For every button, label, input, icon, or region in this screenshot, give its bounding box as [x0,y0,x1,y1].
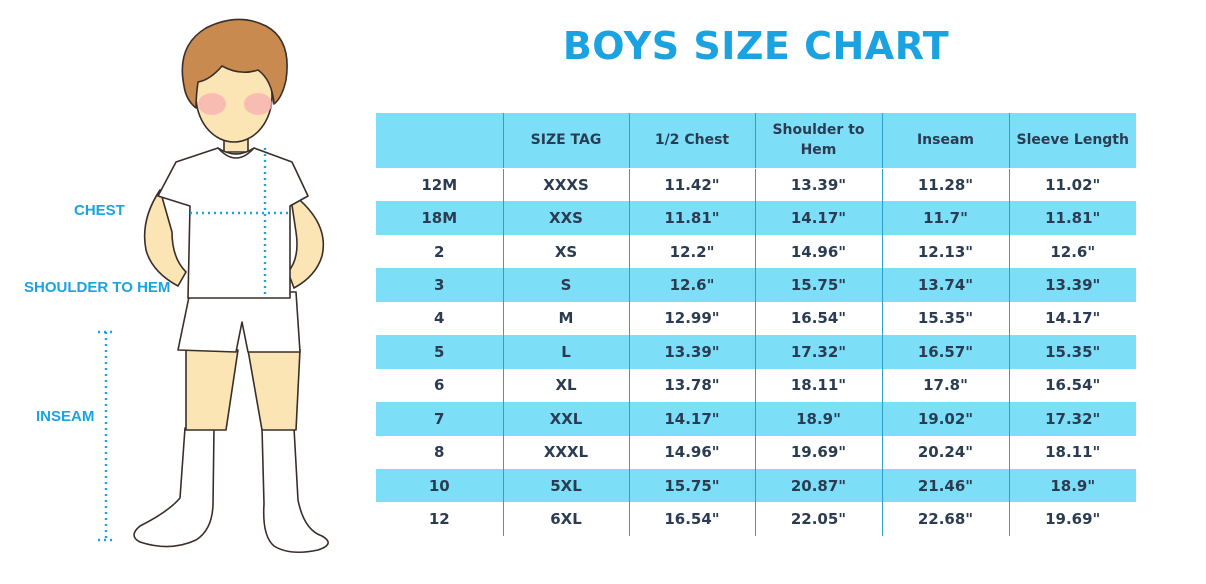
cell-half-chest: 14.17" [628,402,755,436]
cell-inseam: 20.24" [881,435,1009,469]
header-sleeve-length: Sleeve Length [1008,113,1136,169]
table-row: 12 6XL 16.54" 22.05" 22.68" 19.69" [376,502,1136,536]
cell-inseam: 11.28" [881,168,1009,202]
cell-half-chest: 16.54" [628,502,755,536]
cell-age: 6 [434,376,445,395]
header-half-chest: 1/2 Chest [628,113,755,169]
cell-size-tag: M [502,301,629,336]
table-row: 3 S 12.6" 15.75" 13.74" 13.39" [376,268,1136,302]
cell-sleeve-length: 19.69" [1008,502,1136,536]
cell-inseam: 22.68" [881,502,1009,536]
cell-age: 8 [434,443,445,462]
cell-sleeve-length: 14.17" [1008,301,1136,336]
cell-age: 12M [421,175,458,194]
shorts [177,291,301,353]
cell-inseam: 19.02" [881,402,1009,436]
table-row: 7 XXL 14.17" 18.9" 19.02" 17.32" [376,402,1136,436]
cell-inseam: 16.57" [881,335,1009,369]
cell-half-chest: 13.78" [628,368,755,403]
cell-size-tag: XXXL [502,435,629,469]
cell-age: 4 [434,309,445,328]
cell-age: 18M [421,209,458,228]
cell-sleeve-length: 18.9" [1008,468,1136,503]
shoulder-to-hem-label: SHOULDER TO HEM [24,279,171,296]
boy-illustration [98,18,329,554]
cell-sleeve-length: 16.54" [1008,368,1136,403]
left-leg [185,349,239,431]
cell-age: 12 [428,510,450,529]
table-row: 6 XL 13.78" 18.11" 17.8" 16.54" [376,368,1136,403]
cell-age: 2 [434,242,445,261]
header-inseam: Inseam [881,113,1009,169]
header-shoulder-to-hem: Shoulder to Hem [754,113,882,169]
table-row: 12M XXXS 11.42" 13.39" 11.28" 11.02" [376,168,1136,202]
right-sock [261,427,329,554]
cell-inseam: 21.46" [881,468,1009,503]
table-header-row: SIZE TAG 1/2 Chest Shoulder to Hem Insea… [376,113,1136,169]
left-arm [143,189,187,287]
cell-inseam: 13.74" [881,268,1009,302]
hair [181,18,288,109]
cell-shoulder-to-hem: 14.96" [754,234,882,269]
cell-size-tag: XS [502,234,629,269]
cell-size-tag: XXS [502,201,629,235]
table-row: 8 XXXL 14.96" 19.69" 20.24" 18.11" [376,435,1136,469]
cell-size-tag: S [502,268,629,302]
cell-size-tag: 6XL [502,502,629,536]
cell-half-chest: 11.42" [628,168,755,202]
cell-half-chest: 12.99" [628,301,755,336]
right-arm [287,191,324,289]
cell-shoulder-to-hem: 17.32" [754,335,882,369]
cell-inseam: 12.13" [881,234,1009,269]
cell-inseam: 17.8" [881,368,1009,403]
cell-sleeve-length: 18.11" [1008,435,1136,469]
cell-size-tag: L [502,335,629,369]
header-age [376,113,503,169]
cell-half-chest: 15.75" [628,468,755,503]
cell-size-tag: XXXS [502,168,629,202]
cell-half-chest: 13.39" [628,335,755,369]
chest-label: CHEST [74,202,125,219]
table-row: 2 XS 12.2" 14.96" 12.13" 12.6" [376,234,1136,269]
cell-age: 3 [434,276,445,295]
cell-shoulder-to-hem: 13.39" [754,168,882,202]
cell-size-tag: XXL [502,402,629,436]
cell-shoulder-to-hem: 19.69" [754,435,882,469]
cell-half-chest: 14.96" [628,435,755,469]
cell-shoulder-to-hem: 15.75" [754,268,882,302]
cell-sleeve-length: 11.81" [1008,201,1136,235]
cell-sleeve-length: 11.02" [1008,168,1136,202]
page-title: BOYS SIZE CHART [562,24,950,68]
size-table: SIZE TAG 1/2 Chest Shoulder to Hem Insea… [376,113,1136,536]
cell-inseam: 15.35" [881,301,1009,336]
cell-age: 7 [434,409,445,428]
cell-shoulder-to-hem: 18.11" [754,368,882,403]
cell-size-tag: XL [502,368,629,403]
left-sock [133,427,215,548]
table-row: 18M XXS 11.81" 14.17" 11.7" 11.81" [376,201,1136,235]
cell-sleeve-length: 17.32" [1008,402,1136,436]
right-leg [247,349,301,431]
cell-half-chest: 12.2" [628,234,755,269]
cell-shoulder-to-hem: 20.87" [754,468,882,503]
cell-sleeve-length: 15.35" [1008,335,1136,369]
cell-shoulder-to-hem: 18.9" [754,402,882,436]
cell-shoulder-to-hem: 14.17" [754,201,882,235]
cell-inseam: 11.7" [881,201,1009,235]
cell-shoulder-to-hem: 22.05" [754,502,882,536]
cell-age: 5 [434,342,445,361]
table-row: 5 L 13.39" 17.32" 16.57" 15.35" [376,335,1136,369]
cell-sleeve-length: 13.39" [1008,268,1136,302]
cell-age: 10 [428,476,450,495]
header-size-tag: SIZE TAG [502,113,629,169]
cell-half-chest: 12.6" [628,268,755,302]
cell-shoulder-to-hem: 16.54" [754,301,882,336]
cell-sleeve-length: 12.6" [1008,234,1136,269]
table-row: 10 5XL 15.75" 20.87" 21.46" 18.9" [376,468,1136,503]
cell-size-tag: 5XL [502,468,629,503]
inseam-label: INSEAM [36,408,95,425]
table-row: 4 M 12.99" 16.54" 15.35" 14.17" [376,301,1136,336]
cell-half-chest: 11.81" [628,201,755,235]
